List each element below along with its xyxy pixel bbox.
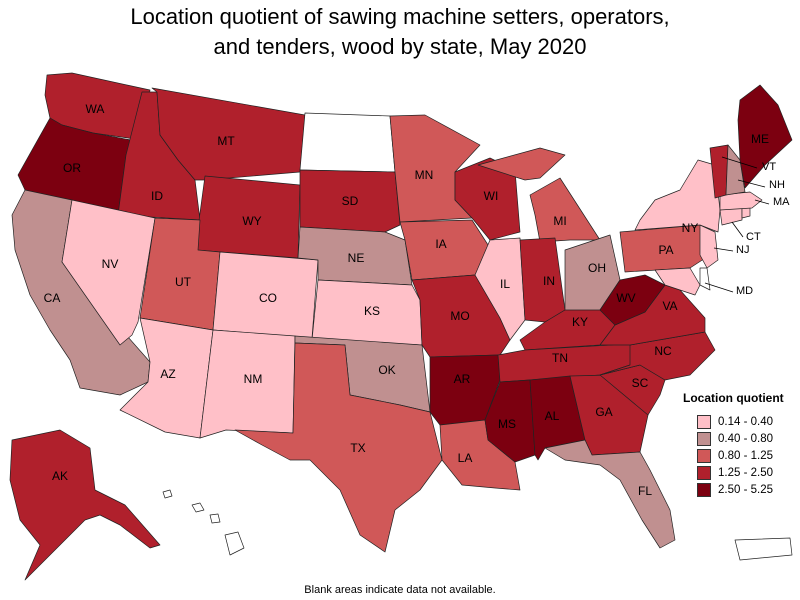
leader-line-ma bbox=[754, 199, 770, 205]
legend-item-4: 2.50 - 5.25 bbox=[683, 481, 798, 498]
state-label-la: LA bbox=[458, 451, 473, 465]
legend-swatch-4 bbox=[697, 482, 711, 497]
state-label-ak: AK bbox=[52, 469, 68, 483]
state-hi[interactable] bbox=[162, 489, 245, 556]
legend-label-2: 0.80 - 1.25 bbox=[718, 449, 773, 462]
state-sd[interactable] bbox=[299, 169, 401, 233]
state-ak[interactable] bbox=[9, 429, 161, 581]
legend-swatch-3 bbox=[697, 465, 711, 480]
state-nj[interactable] bbox=[699, 224, 719, 269]
state-label-me: ME bbox=[751, 132, 769, 146]
state-label-ia: IA bbox=[435, 237, 446, 251]
state-label-md: MD bbox=[736, 285, 753, 297]
state-nd[interactable] bbox=[299, 112, 396, 173]
legend-label-3: 1.25 - 2.50 bbox=[718, 466, 773, 479]
state-label-pa: PA bbox=[658, 243, 673, 257]
state-label-oh: OH bbox=[588, 261, 606, 275]
state-label-mn: MN bbox=[415, 168, 434, 182]
state-label-va: VA bbox=[662, 299, 677, 313]
title-line-2: and tenders, wood by state, May 2020 bbox=[213, 34, 587, 59]
state-label-nv: NV bbox=[102, 257, 119, 271]
leader-line-vt bbox=[721, 156, 758, 169]
footnote: Blank areas indicate data not available. bbox=[304, 584, 496, 596]
state-label-wv: WV bbox=[616, 291, 635, 305]
state-label-ms: MS bbox=[498, 417, 516, 431]
state-de[interactable] bbox=[699, 267, 711, 291]
leader-line-nh bbox=[737, 179, 766, 188]
state-label-nj: NJ bbox=[736, 244, 749, 256]
state-label-co: CO bbox=[259, 291, 277, 305]
state-label-tx: TX bbox=[350, 441, 365, 455]
state-label-ga: GA bbox=[595, 405, 612, 419]
state-tx[interactable] bbox=[234, 342, 443, 553]
state-label-tn: TN bbox=[552, 351, 568, 365]
state-label-fl: FL bbox=[638, 484, 652, 498]
state-label-al: AL bbox=[545, 409, 560, 423]
state-mi[interactable] bbox=[477, 147, 601, 243]
state-label-ma: MA bbox=[773, 196, 790, 208]
legend-swatch-0 bbox=[697, 414, 711, 429]
state-label-sc: SC bbox=[632, 376, 649, 390]
state-wv[interactable] bbox=[599, 274, 666, 326]
leader-line-md bbox=[704, 282, 734, 293]
state-label-ok: OK bbox=[378, 363, 395, 377]
legend-swatch-2 bbox=[697, 448, 711, 463]
state-ny[interactable] bbox=[634, 159, 721, 233]
state-label-ca: CA bbox=[44, 291, 61, 305]
state-label-ct: CT bbox=[746, 231, 761, 243]
legend-item-3: 1.25 - 2.50 bbox=[683, 464, 798, 481]
state-il[interactable] bbox=[474, 237, 526, 341]
state-nc[interactable] bbox=[599, 331, 716, 381]
state-label-nh: NH bbox=[769, 179, 785, 191]
state-label-ne: NE bbox=[348, 251, 365, 265]
state-label-wi: WI bbox=[484, 189, 499, 203]
state-label-mt: MT bbox=[217, 134, 235, 148]
state-me[interactable] bbox=[737, 84, 793, 189]
state-label-wa: WA bbox=[86, 102, 105, 116]
state-label-nm: NM bbox=[244, 372, 263, 386]
state-label-or: OR bbox=[63, 161, 81, 175]
state-label-ny: NY bbox=[682, 221, 699, 235]
title-line-1: Location quotient of sawing machine sett… bbox=[130, 4, 670, 29]
state-md[interactable] bbox=[654, 267, 701, 296]
state-label-az: AZ bbox=[160, 367, 175, 381]
legend-swatch-1 bbox=[697, 431, 711, 446]
state-fl[interactable] bbox=[544, 439, 676, 549]
state-pr[interactable] bbox=[734, 537, 793, 561]
state-wi[interactable] bbox=[454, 157, 521, 241]
state-label-sd: SD bbox=[342, 194, 359, 208]
map-title: Location quotient of sawing machine sett… bbox=[0, 2, 800, 62]
state-label-il: IL bbox=[500, 277, 510, 291]
state-label-nc: NC bbox=[654, 344, 672, 358]
legend-label-1: 0.40 - 0.80 bbox=[718, 432, 773, 445]
state-label-ks: KS bbox=[364, 304, 380, 318]
state-label-ut: UT bbox=[175, 275, 192, 289]
map-legend: Location quotient 0.14 - 0.40 0.40 - 0.8… bbox=[683, 391, 798, 498]
leader-line-nj bbox=[713, 247, 734, 252]
state-label-in: IN bbox=[543, 274, 555, 288]
legend-label-0: 0.14 - 0.40 bbox=[718, 415, 773, 428]
state-label-id: ID bbox=[151, 189, 163, 203]
state-ma[interactable] bbox=[719, 191, 763, 211]
legend-title: Location quotient bbox=[683, 391, 784, 405]
legend-item-2: 0.80 - 1.25 bbox=[683, 447, 798, 464]
state-label-mi: MI bbox=[553, 214, 566, 228]
state-label-vt: VT bbox=[762, 161, 776, 173]
legend-item-1: 0.40 - 0.80 bbox=[683, 430, 798, 447]
legend-label-4: 2.50 - 5.25 bbox=[718, 483, 773, 496]
state-label-ar: AR bbox=[454, 372, 471, 386]
state-nh[interactable] bbox=[725, 144, 746, 196]
legend-item-0: 0.14 - 0.40 bbox=[683, 413, 798, 430]
leader-line-ct bbox=[731, 221, 744, 238]
state-label-ky: KY bbox=[572, 315, 588, 329]
state-label-wy: WY bbox=[242, 214, 261, 228]
state-label-mo: MO bbox=[450, 309, 469, 323]
